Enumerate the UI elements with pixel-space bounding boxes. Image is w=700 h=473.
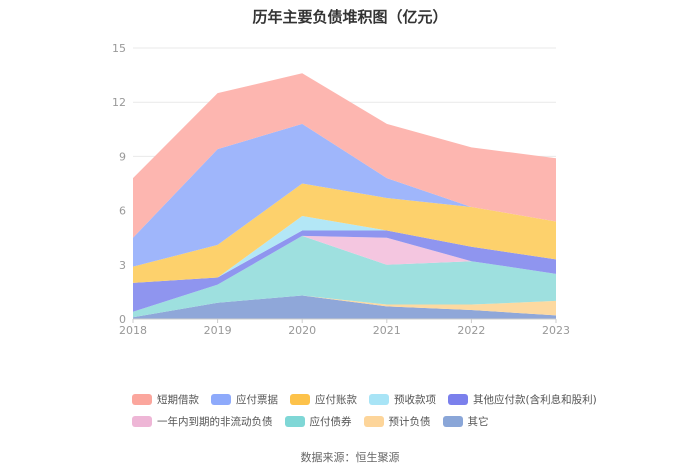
- legend-label: 预计负债: [388, 415, 431, 428]
- legend-row-1: 短期借款 应付票据 应付账款 预收款项 其他应付款(含利息和股利): [132, 388, 597, 410]
- y-tick-label: 15: [112, 42, 126, 55]
- legend-label: 其它: [467, 415, 489, 428]
- legend-item[interactable]: 应付票据: [211, 392, 278, 407]
- x-tick-label: 2020: [288, 324, 316, 337]
- legend-label: 应付债券: [309, 415, 352, 428]
- legend: 短期借款 应付票据 应付账款 预收款项 其他应付款(含利息和股利) 一年内到期的非流动负…: [132, 388, 597, 432]
- legend-item[interactable]: 应付债券: [284, 414, 352, 429]
- legend-swatch: [284, 415, 305, 427]
- area-series-7: [133, 183, 556, 283]
- legend-item[interactable]: 预收款项: [369, 392, 436, 407]
- legend-label: 预收款项: [394, 393, 436, 406]
- y-tick-label: 6: [119, 205, 126, 218]
- area-series: [133, 73, 556, 319]
- legend-label: 一年内到期的非流动负债: [157, 415, 273, 428]
- area-series-6: [133, 216, 556, 283]
- legend-swatch: [442, 415, 463, 427]
- area-series-3: [133, 235, 556, 318]
- legend-swatch: [132, 393, 152, 405]
- legend-swatch: [211, 393, 231, 405]
- y-tick-label: 0: [119, 313, 126, 326]
- x-tick-label: 2019: [204, 324, 232, 337]
- x-tick-label: 2022: [457, 324, 485, 337]
- legend-item[interactable]: 应付账款: [290, 392, 357, 407]
- legend-row-2: 一年内到期的非流动负债 应付债券 预计负债 其它: [132, 410, 592, 432]
- area-series-1: [133, 295, 556, 319]
- legend-label: 应付账款: [315, 393, 357, 406]
- axes: 0 3 6 9 12 15 2018 2019 2020 2021 2022 2023: [112, 42, 570, 337]
- legend-swatch: [363, 415, 384, 427]
- legend-item[interactable]: 其它: [442, 414, 489, 429]
- x-tick-label: 2023: [542, 324, 570, 337]
- area-series-2: [133, 295, 556, 318]
- x-tick-label: 2018: [119, 324, 147, 337]
- data-source: 数据来源：恒生聚源: [300, 451, 400, 464]
- x-tick-label: 2021: [373, 324, 401, 337]
- legend-label: 其他应付款(含利息和股利): [473, 393, 597, 406]
- legend-swatch: [448, 393, 468, 405]
- area-series-5: [133, 230, 556, 312]
- y-tick-label: 12: [112, 96, 126, 109]
- legend-swatch: [132, 415, 152, 427]
- legend-swatch: [369, 393, 389, 405]
- legend-swatch: [290, 393, 310, 405]
- chart-title: 历年主要负债堆积图（亿元）: [252, 8, 448, 26]
- area-series-8: [133, 123, 556, 267]
- legend-label: 短期借款: [157, 393, 199, 406]
- legend-item[interactable]: 其他应付款(含利息和股利): [448, 392, 597, 407]
- legend-item[interactable]: 预计负债: [363, 414, 431, 429]
- legend-item[interactable]: 短期借款: [132, 392, 199, 407]
- y-tick-label: 3: [119, 259, 126, 272]
- y-tick-label: 9: [119, 150, 126, 163]
- area-series-9: [133, 73, 556, 238]
- legend-item[interactable]: 一年内到期的非流动负债: [132, 414, 273, 429]
- legend-label: 应付票据: [236, 393, 278, 406]
